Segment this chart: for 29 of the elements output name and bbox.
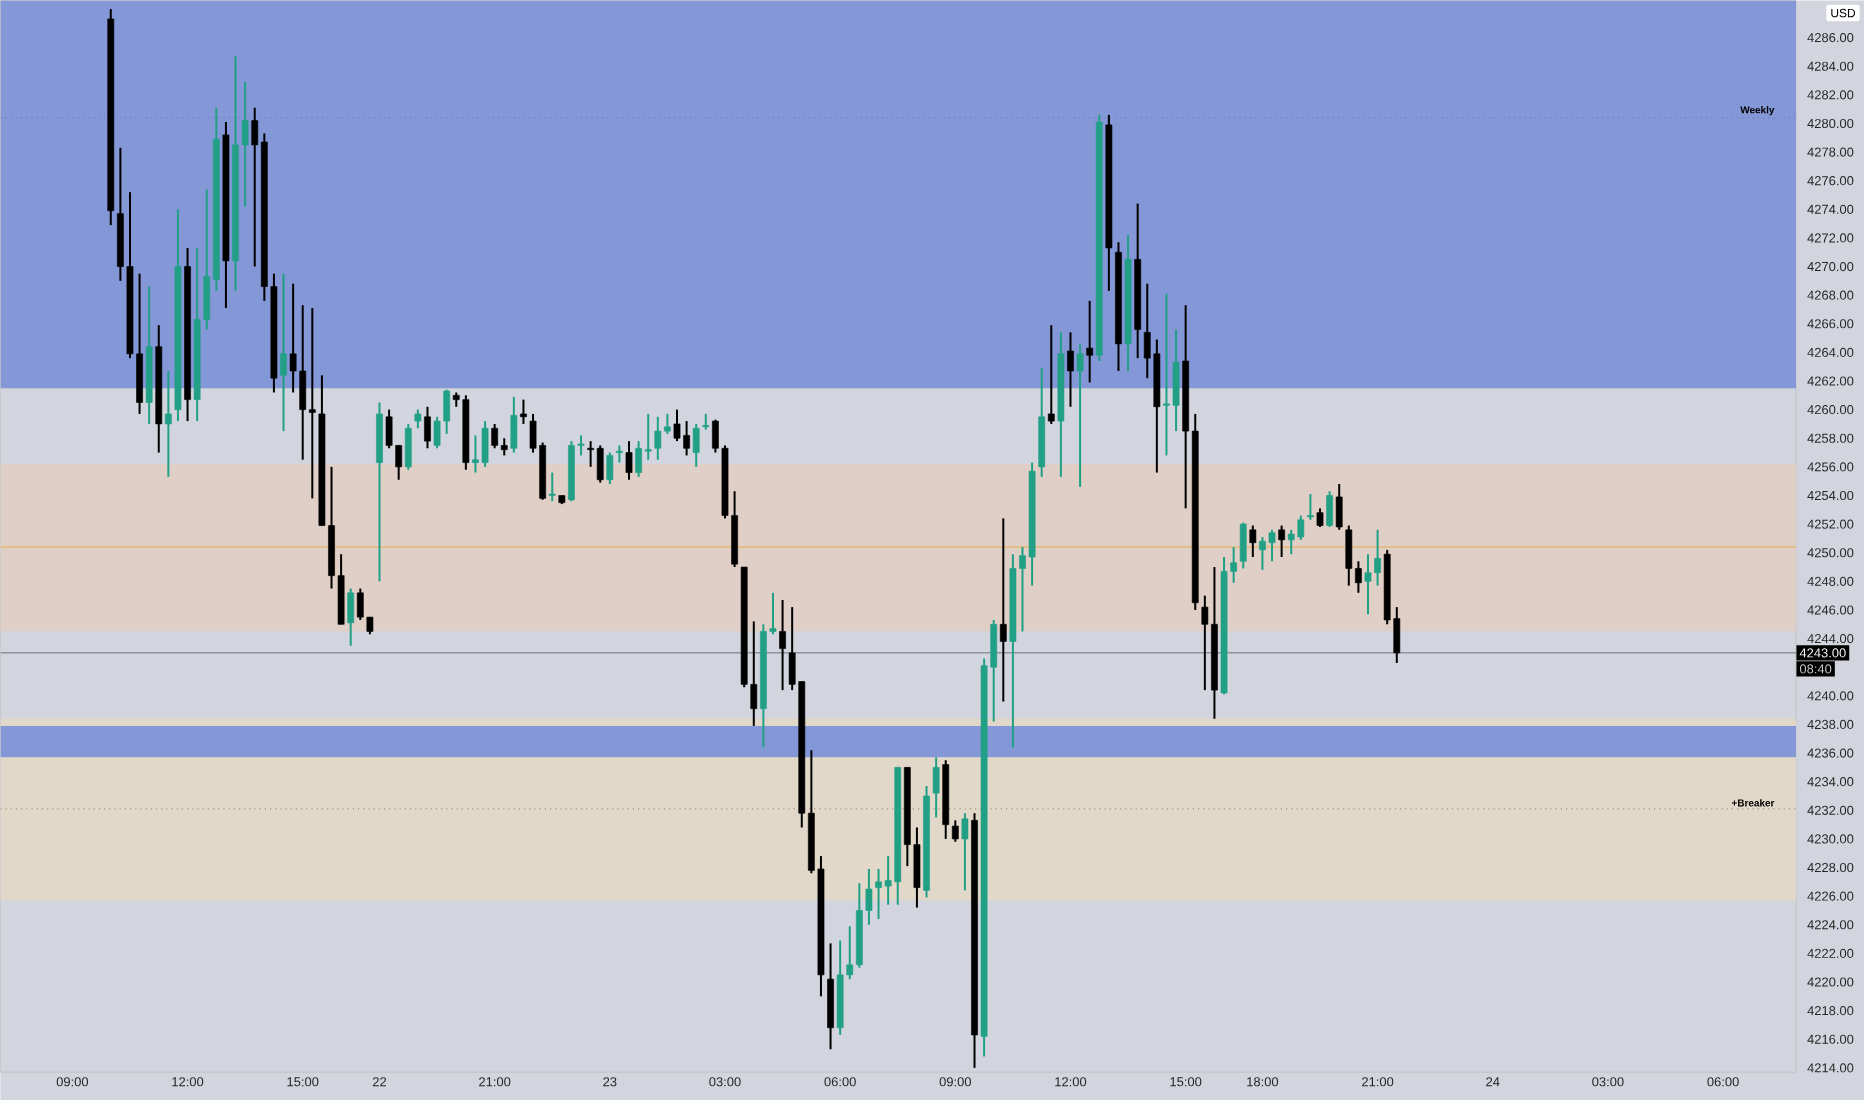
candlestick bbox=[1307, 493, 1314, 521]
candlestick bbox=[779, 598, 786, 692]
candlestick bbox=[999, 517, 1007, 703]
candlestick bbox=[164, 369, 172, 478]
candlestick bbox=[625, 440, 633, 481]
candlestick bbox=[414, 408, 422, 430]
candlestick bbox=[1316, 507, 1324, 528]
candlestick bbox=[548, 471, 556, 503]
candlestick bbox=[1086, 299, 1094, 384]
candlestick bbox=[1239, 521, 1247, 570]
candlestick bbox=[1249, 524, 1257, 558]
candlestick bbox=[347, 587, 355, 647]
candlestick bbox=[424, 405, 431, 450]
candlestick bbox=[510, 395, 518, 454]
candlestick bbox=[606, 451, 614, 485]
candlestick bbox=[1278, 524, 1285, 558]
candlestick bbox=[1326, 490, 1333, 528]
candlestick bbox=[1335, 482, 1343, 531]
candlestick bbox=[932, 756, 940, 819]
candlestick bbox=[961, 812, 969, 892]
candlestick bbox=[404, 422, 412, 471]
candlestick bbox=[692, 422, 700, 468]
candlestick bbox=[951, 819, 959, 843]
candlestick bbox=[702, 412, 710, 431]
candlestick bbox=[1047, 324, 1055, 425]
candlestick bbox=[520, 398, 527, 425]
candlestick bbox=[280, 272, 287, 433]
candlestick bbox=[1067, 331, 1074, 408]
candlestick bbox=[1076, 342, 1084, 488]
